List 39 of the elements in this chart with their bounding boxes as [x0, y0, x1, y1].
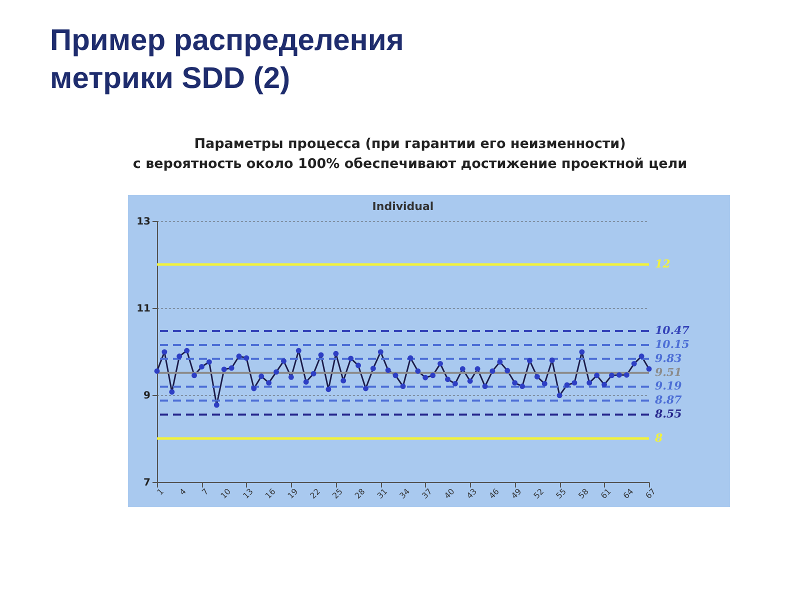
x-tick-label: 13 [241, 486, 255, 501]
x-tick-label: 31 [376, 486, 390, 501]
ref-line-label: 8.87 [654, 394, 682, 407]
ref-line-label: 9.51 [655, 366, 682, 379]
x-tick-label: 34 [398, 486, 412, 501]
x-tick-label: 61 [599, 486, 613, 501]
x-tick-label: 1 [156, 486, 166, 497]
x-tick-label: 7 [200, 486, 210, 497]
ref-line-label: 8 [654, 432, 663, 444]
x-tick-label: 10 [219, 486, 233, 501]
ref-line-label: 9.19 [655, 380, 682, 393]
x-tick-label: 55 [554, 486, 568, 501]
y-tick-label: 7 [144, 478, 151, 488]
x-tick-label: 4 [178, 486, 188, 497]
y-tick-label: 13 [136, 216, 151, 228]
x-tick-label: 67 [644, 486, 658, 501]
chart-title: Пример распределения метрики SDD (2) [50, 23, 405, 97]
ref-line-label: 12 [655, 258, 671, 270]
y-tick-label: 9 [144, 390, 151, 402]
text: Individual [372, 200, 434, 213]
ref-line-label: 10.47 [655, 324, 690, 338]
y-tick-label: 11 [136, 304, 151, 314]
x-tick-label: 58 [576, 486, 590, 501]
x-tick-label: 37 [420, 486, 434, 501]
x-tick-label: 49 [510, 486, 524, 501]
x-tick-label: 16 [264, 486, 278, 501]
x-tick-label: 19 [286, 486, 300, 501]
x-tick-label: 64 [622, 486, 636, 501]
x-tick-label: 40 [442, 486, 456, 501]
x-tick-label: 22 [308, 486, 322, 501]
ref-line-label: 10.15 [655, 338, 690, 351]
x-tick-label: 46 [487, 486, 501, 501]
chart-subtitle: Параметры процесса (при гарантии его неизменности) с вероятность около 100% обеспечивают достижение проектной цели [132, 135, 688, 174]
x-tick-label: 28 [353, 486, 367, 501]
x-tick-label: 52 [532, 486, 546, 501]
ref-line-label: 8.55 [654, 408, 682, 421]
ref-line-label: 9.83 [655, 352, 682, 365]
x-tick-label: 25 [330, 486, 344, 501]
x-tick-label: 43 [465, 486, 479, 501]
